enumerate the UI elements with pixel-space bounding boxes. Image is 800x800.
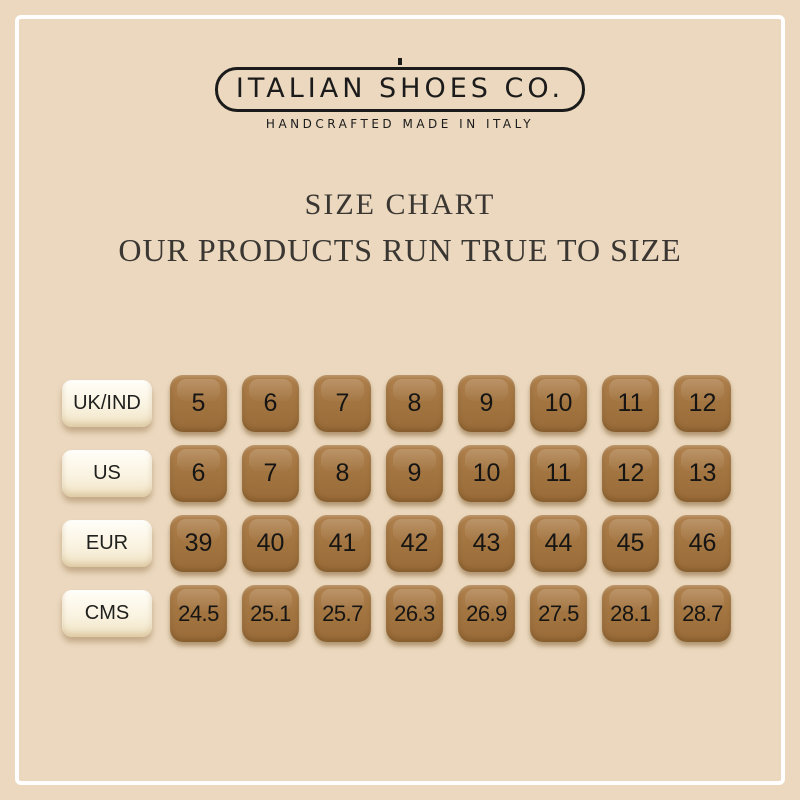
size-cell: 28.7 bbox=[674, 585, 731, 642]
brand-logo: ITALIAN SHOES CO. HANDCRAFTED MADE IN IT… bbox=[0, 58, 800, 131]
size-value: 7 bbox=[335, 389, 350, 417]
size-value: 39 bbox=[184, 529, 213, 557]
size-value: 24.5 bbox=[178, 600, 219, 626]
size-cell: 39 bbox=[170, 515, 227, 572]
size-value: 10 bbox=[472, 459, 501, 487]
size-cell: 9 bbox=[386, 445, 443, 502]
size-value: 9 bbox=[479, 389, 494, 417]
logo-tick-mark bbox=[398, 58, 402, 65]
size-cell: 10 bbox=[458, 445, 515, 502]
size-row: CMS 24.5 25.1 25.7 26.3 26.9 27.5 28.1 28.7 bbox=[62, 585, 731, 642]
size-cell: 12 bbox=[602, 445, 659, 502]
size-value: 11 bbox=[545, 459, 572, 487]
size-cell: 24.5 bbox=[170, 585, 227, 642]
heading-block: SIZE CHART OUR PRODUCTS RUN TRUE TO SIZE bbox=[0, 188, 800, 269]
size-cell: 42 bbox=[386, 515, 443, 572]
size-row: US 6 7 8 9 10 11 12 13 bbox=[62, 445, 731, 502]
size-value: 27.5 bbox=[538, 600, 579, 626]
size-cell: 26.9 bbox=[458, 585, 515, 642]
size-cell: 25.1 bbox=[242, 585, 299, 642]
size-value: 28.1 bbox=[610, 600, 651, 626]
size-cell: 6 bbox=[242, 375, 299, 432]
size-value: 6 bbox=[263, 389, 278, 417]
brand-tagline: HANDCRAFTED MADE IN ITALY bbox=[265, 117, 535, 131]
size-value: 12 bbox=[688, 389, 717, 417]
size-cell: 27.5 bbox=[530, 585, 587, 642]
size-chart: UK/IND 5 6 7 8 9 10 11 12 US 6 7 8 9 10 11 12 13 EUR 39 40 41… bbox=[62, 375, 731, 655]
row-cells: 24.5 25.1 25.7 26.3 26.9 27.5 28.1 28.7 bbox=[170, 585, 731, 642]
size-cell: 43 bbox=[458, 515, 515, 572]
size-value: 42 bbox=[400, 529, 429, 557]
row-label: EUR bbox=[62, 520, 152, 567]
size-value: 40 bbox=[256, 529, 285, 557]
size-value: 9 bbox=[407, 459, 422, 487]
size-value: 10 bbox=[544, 389, 573, 417]
size-value: 26.3 bbox=[394, 600, 435, 626]
size-cell: 12 bbox=[674, 375, 731, 432]
size-cell: 28.1 bbox=[602, 585, 659, 642]
size-value: 26.9 bbox=[466, 600, 507, 626]
size-value: 25.1 bbox=[250, 600, 291, 626]
size-value: 5 bbox=[191, 389, 206, 417]
row-cells: 5 6 7 8 9 10 11 12 bbox=[170, 375, 731, 432]
size-cell: 46 bbox=[674, 515, 731, 572]
size-cell: 41 bbox=[314, 515, 371, 572]
size-value: 44 bbox=[544, 529, 573, 557]
size-cell: 11 bbox=[530, 445, 587, 502]
size-value: 7 bbox=[263, 459, 278, 487]
row-label: US bbox=[62, 450, 152, 497]
row-label: UK/IND bbox=[62, 380, 152, 427]
size-cell: 6 bbox=[170, 445, 227, 502]
size-cell: 7 bbox=[314, 375, 371, 432]
size-cell: 5 bbox=[170, 375, 227, 432]
size-cell: 8 bbox=[314, 445, 371, 502]
size-cell: 13 bbox=[674, 445, 731, 502]
size-value: 6 bbox=[191, 459, 206, 487]
size-value: 8 bbox=[335, 459, 350, 487]
size-cell: 9 bbox=[458, 375, 515, 432]
size-value: 11 bbox=[617, 389, 644, 417]
size-value: 45 bbox=[616, 529, 645, 557]
size-cell: 45 bbox=[602, 515, 659, 572]
page-subtitle: OUR PRODUCTS RUN TRUE TO SIZE bbox=[118, 232, 682, 268]
page-title: SIZE CHART bbox=[304, 188, 496, 221]
logo-border-box: ITALIAN SHOES CO. bbox=[214, 67, 586, 112]
size-value: 41 bbox=[328, 529, 357, 557]
size-value: 8 bbox=[407, 389, 422, 417]
size-cell: 40 bbox=[242, 515, 299, 572]
size-value: 28.7 bbox=[682, 600, 723, 626]
size-value: 12 bbox=[616, 459, 645, 487]
size-cell: 7 bbox=[242, 445, 299, 502]
size-cell: 11 bbox=[602, 375, 659, 432]
size-cell: 26.3 bbox=[386, 585, 443, 642]
size-cell: 25.7 bbox=[314, 585, 371, 642]
row-label: CMS bbox=[62, 590, 152, 637]
size-cell: 44 bbox=[530, 515, 587, 572]
size-cell: 10 bbox=[530, 375, 587, 432]
brand-name: ITALIAN SHOES CO. bbox=[235, 73, 565, 104]
size-row: EUR 39 40 41 42 43 44 45 46 bbox=[62, 515, 731, 572]
row-cells: 6 7 8 9 10 11 12 13 bbox=[170, 445, 731, 502]
row-cells: 39 40 41 42 43 44 45 46 bbox=[170, 515, 731, 572]
size-value: 43 bbox=[472, 529, 501, 557]
size-value: 46 bbox=[688, 529, 717, 557]
size-value: 25.7 bbox=[322, 600, 363, 626]
size-cell: 8 bbox=[386, 375, 443, 432]
size-value: 13 bbox=[688, 459, 717, 487]
size-row: UK/IND 5 6 7 8 9 10 11 12 bbox=[62, 375, 731, 432]
